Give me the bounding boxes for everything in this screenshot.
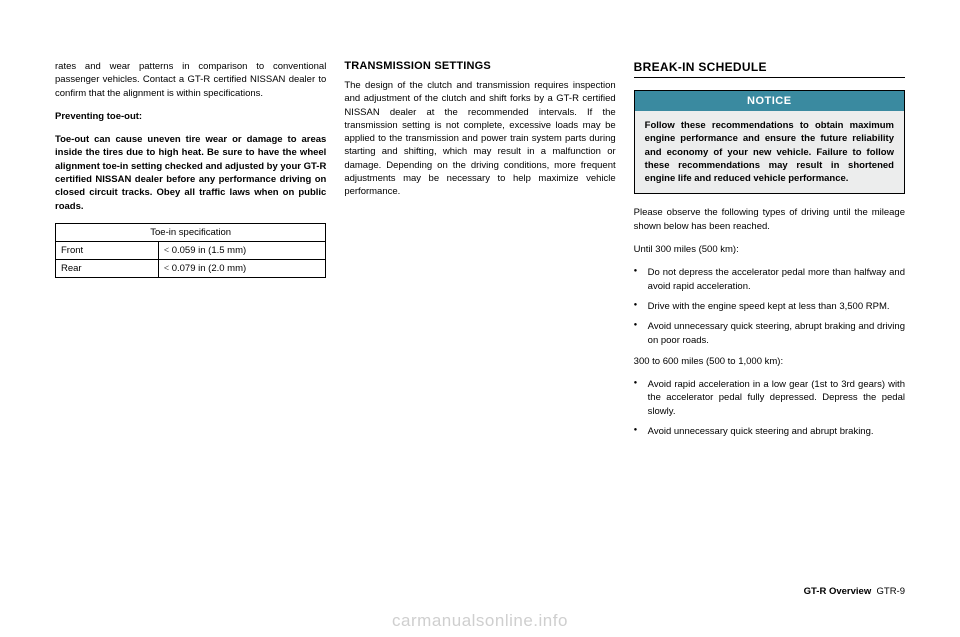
transmission-settings-title: TRANSMISSION SETTINGS — [344, 60, 615, 72]
notice-box: NOTICE Follow these recommendations to o… — [634, 90, 905, 194]
col1-subheading-preventing: Preventing toe-out: — [55, 110, 326, 123]
table-row: Rear < 0.079 in (2.0 mm) — [56, 259, 326, 277]
toe-in-spec-table: Toe-in specification Front < 0.059 in (1… — [55, 223, 326, 278]
list-item: Avoid rapid acceleration in a low gear (… — [634, 378, 905, 418]
list-item: Drive with the engine speed kept at less… — [634, 300, 905, 313]
column-2: TRANSMISSION SETTINGS The design of the … — [344, 60, 615, 570]
col3-subheading-300: Until 300 miles (500 km): — [634, 243, 905, 256]
col3-subheading-600: 300 to 600 miles (500 to 1,000 km): — [634, 355, 905, 368]
table-header: Toe-in specification — [56, 223, 326, 241]
bullet-list-1: Do not depress the accelerator pedal mor… — [634, 266, 905, 346]
notice-body: Follow these recommendations to obtain m… — [635, 111, 904, 193]
col2-paragraph-1: The design of the clutch and transmissio… — [344, 79, 615, 199]
col1-paragraph-1: rates and wear patterns in comparison to… — [55, 60, 326, 100]
column-3: BREAK-IN SCHEDULE NOTICE Follow these re… — [634, 60, 905, 570]
page-footer: GT-R Overview GTR-9 — [804, 586, 905, 597]
footer-page: GTR-9 — [877, 586, 906, 597]
table-cell-value: < 0.059 in (1.5 mm) — [158, 241, 326, 259]
table-cell-label: Rear — [56, 259, 159, 277]
table-cell-value: < 0.079 in (2.0 mm) — [158, 259, 326, 277]
table-cell-label: Front — [56, 241, 159, 259]
list-item: Avoid unnecessary quick steering and abr… — [634, 425, 905, 438]
col1-paragraph-3: Toe-out can cause uneven tire wear or da… — [55, 133, 326, 213]
watermark: carmanualsonline.info — [0, 611, 960, 631]
list-item: Avoid unnecessary quick steering, abrupt… — [634, 320, 905, 347]
column-1: rates and wear patterns in comparison to… — [55, 60, 326, 570]
break-in-schedule-header: BREAK-IN SCHEDULE — [634, 60, 905, 78]
notice-title: NOTICE — [635, 91, 904, 111]
col3-paragraph-1: Please observe the following types of dr… — [634, 206, 905, 233]
footer-section: GT-R Overview — [804, 586, 872, 597]
page-columns: rates and wear patterns in comparison to… — [55, 60, 905, 570]
table-row: Front < 0.059 in (1.5 mm) — [56, 241, 326, 259]
bullet-list-2: Avoid rapid acceleration in a low gear (… — [634, 378, 905, 438]
list-item: Do not depress the accelerator pedal mor… — [634, 266, 905, 293]
